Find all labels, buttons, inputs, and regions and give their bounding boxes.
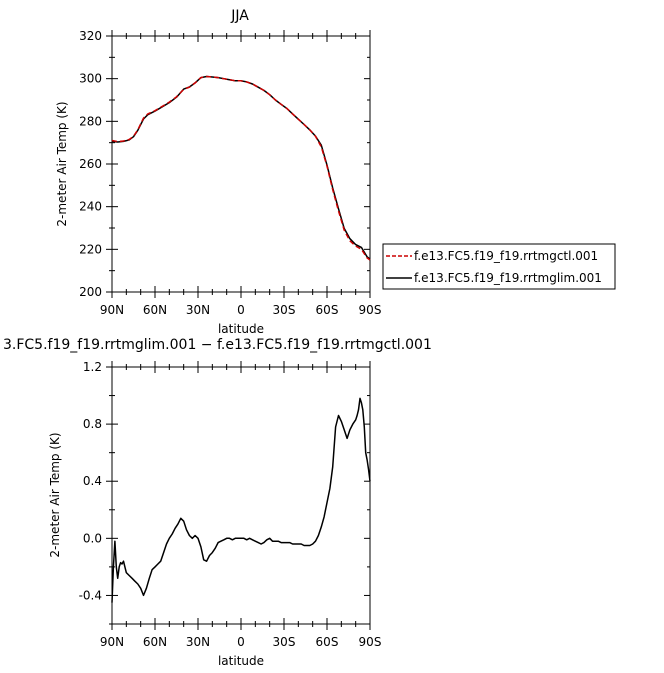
top-chart-x-tick-label: 90S (359, 303, 382, 317)
bottom-chart-x-tick-label: 60S (316, 635, 339, 649)
bottom-chart-x-tick-label: 30S (273, 635, 296, 649)
top-chart-x-tick-label: 0 (237, 303, 245, 317)
bottom-chart-x-axis: 90N 60N 30N 0 30S 60S 90S (100, 361, 382, 649)
bottom-chart-x-tick-label: 60N (143, 635, 167, 649)
top-chart-y-tick-label: 300 (79, 72, 102, 86)
top-chart-x-tick-label: 60N (143, 303, 167, 317)
top-chart-y-axis: 200 220 240 260 280 300 320 (79, 29, 370, 299)
bottom-chart-title: 3.FC5.f19_f19.rrtmglim.001 − f.e13.FC5.f… (3, 337, 432, 353)
top-chart-x-label: latitude (218, 322, 264, 336)
bottom-chart-y-tick-label: 1.2 (83, 360, 102, 374)
top-chart-frame (111, 35, 371, 293)
legend-label-ctl: f.e13.FC5.f19_f19.rrtmgctl.001 (414, 249, 598, 263)
top-chart-y-tick-label: 320 (79, 29, 102, 43)
top-chart-y-tick-label: 200 (79, 285, 102, 299)
top-chart-series-line (111, 75, 371, 261)
top-chart-legend (382, 243, 616, 290)
top-chart: JJA 200 220 240 260 280 300 320 90N 60N 30N 0 30S 6… (55, 8, 616, 336)
top-chart-y-tick-label: 220 (79, 242, 102, 256)
top-chart-y-tick-label: 260 (79, 157, 102, 171)
bottom-chart-y-tick-label: 0.4 (83, 474, 102, 488)
top-chart-x-axis: 90N 60N 30N 0 30S 60S 90S (100, 30, 382, 317)
bottom-chart-x-tick-label: 0 (237, 635, 245, 649)
top-chart-y-tick-label: 280 (79, 114, 102, 128)
top-chart-x-tick-label: 60S (316, 303, 339, 317)
bottom-chart-x-label: latitude (218, 654, 264, 668)
top-chart-series (111, 75, 371, 261)
bottom-chart-x-tick-label: 90S (359, 635, 382, 649)
bottom-chart-y-axis: -0.4 0.0 0.4 0.8 1.2 (79, 360, 370, 625)
top-chart-y-tick-label: 240 (79, 200, 102, 214)
bottom-chart: 3.FC5.f19_f19.rrtmglim.001 − f.e13.FC5.f… (3, 337, 432, 668)
bottom-chart-y-tick-label: -0.4 (79, 588, 102, 602)
top-chart-x-tick-label: 30S (273, 303, 296, 317)
top-chart-x-tick-label: 30N (186, 303, 210, 317)
bottom-chart-x-tick-label: 90N (100, 635, 124, 649)
bottom-chart-x-tick-label: 30N (186, 635, 210, 649)
bottom-chart-y-tick-label: 0.8 (83, 417, 102, 431)
top-chart-title: JJA (230, 8, 249, 24)
bottom-chart-series-line (111, 397, 371, 603)
bottom-chart-series (111, 397, 371, 603)
top-chart-series-line (111, 75, 371, 260)
bottom-chart-frame (111, 366, 371, 625)
bottom-chart-y-tick-label: 0.0 (83, 531, 102, 545)
top-chart-y-label: 2-meter Air Temp (K) (55, 101, 69, 226)
top-chart-x-tick-label: 90N (100, 303, 124, 317)
bottom-chart-y-label: 2-meter Air Temp (K) (48, 432, 62, 557)
legend-label-lim: f.e13.FC5.f19_f19.rrtmglim.001 (414, 271, 602, 285)
